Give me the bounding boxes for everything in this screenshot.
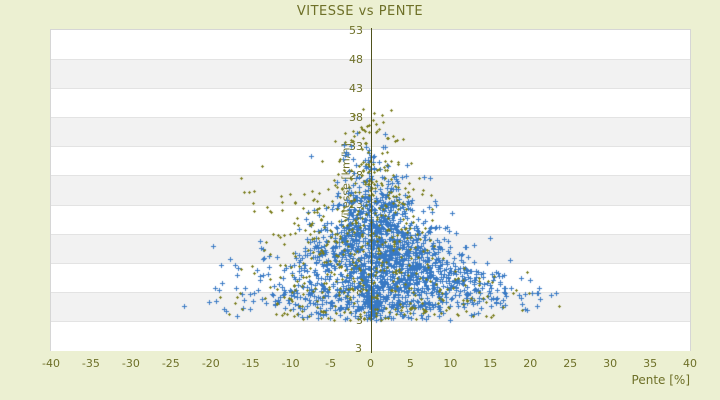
zero-axis-line (371, 28, 372, 353)
x-tick-label: -5 (325, 357, 337, 370)
x-tick-label: -15 (241, 357, 260, 370)
x-tick-label: -10 (281, 357, 300, 370)
x-tick-label: 0 (367, 357, 374, 370)
x-tick-label: -20 (201, 357, 220, 370)
x-tick-label: -25 (161, 357, 180, 370)
x-tick-label: -30 (121, 357, 140, 370)
x-tick-label: -40 (42, 357, 60, 370)
scatter-points-canvas (51, 30, 690, 350)
x-tick-label: 25 (563, 357, 578, 370)
x-tick-label: -35 (81, 357, 100, 370)
x-tick-label: 30 (603, 357, 618, 370)
x-axis-title: Pente [%] (631, 373, 690, 387)
x-tick-label: 15 (483, 357, 498, 370)
x-tick-label: 40 (683, 357, 697, 370)
x-tick-label: 5 (406, 357, 414, 370)
x-tick-label: 20 (523, 357, 538, 370)
x-tick-label: 35 (643, 357, 658, 370)
chart-title: VITESSE vs PENTE (296, 4, 424, 19)
x-tick-label: 10 (443, 357, 458, 370)
